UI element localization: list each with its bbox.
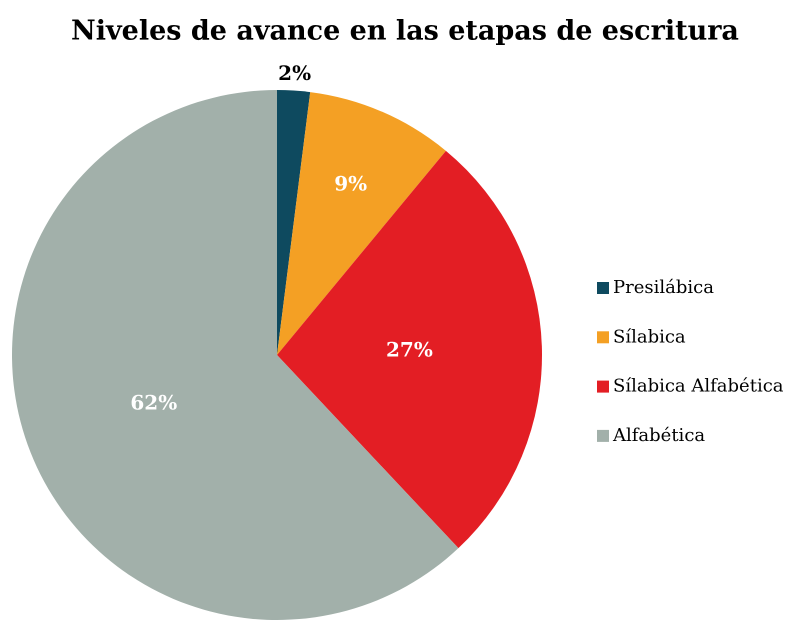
pie-slice bbox=[12, 90, 459, 620]
legend-swatch bbox=[597, 429, 609, 442]
pie-slice bbox=[277, 150, 542, 549]
legend-label: Presilábica bbox=[613, 277, 714, 298]
chart-title: Niveles de avance en las etapas de escri… bbox=[71, 16, 739, 47]
legend-label: Sílabica bbox=[613, 326, 686, 347]
data-label: 2% bbox=[278, 61, 311, 85]
data-label: 62% bbox=[130, 390, 177, 414]
legend-swatch bbox=[597, 380, 609, 393]
legend-swatch bbox=[597, 282, 609, 294]
pie-slice bbox=[277, 90, 311, 355]
legend-label: Sílabica Alfabética bbox=[613, 376, 784, 397]
data-label: 9% bbox=[334, 171, 367, 195]
legend-swatch bbox=[597, 331, 609, 344]
data-label: 27% bbox=[386, 337, 433, 361]
pie-slice bbox=[277, 92, 446, 356]
legend-label: Alfabética bbox=[612, 425, 705, 446]
